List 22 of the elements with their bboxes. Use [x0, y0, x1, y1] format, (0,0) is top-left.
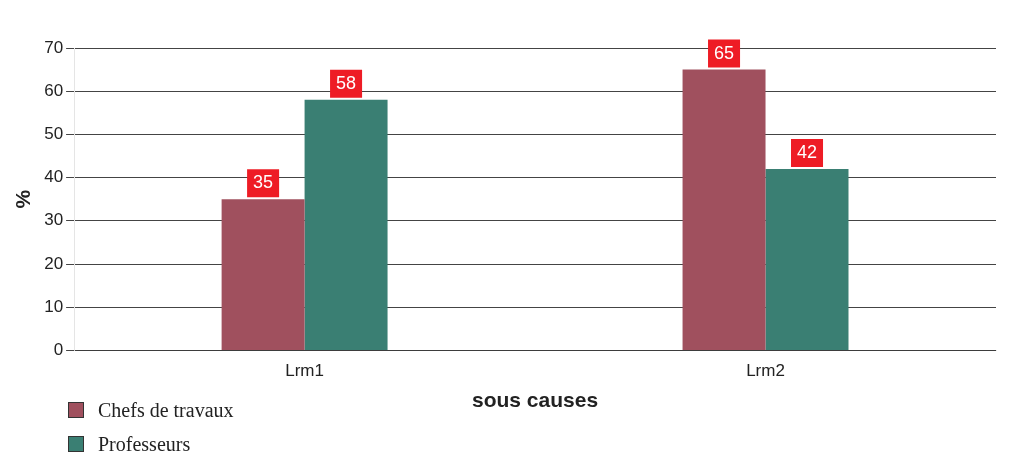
- x-tick-label: Lrm2: [746, 361, 785, 381]
- y-tick-label: 30: [44, 210, 64, 230]
- data-label: 58: [336, 72, 357, 93]
- bar: [765, 168, 849, 350]
- y-tick-label: 50: [44, 124, 64, 144]
- y-tick-label: 70: [44, 37, 64, 57]
- data-label: 35: [253, 172, 274, 193]
- data-label: 65: [714, 42, 735, 63]
- bar: [682, 69, 766, 350]
- y-tick-label: 20: [44, 253, 64, 273]
- data-label: 42: [797, 141, 818, 162]
- y-tick-label: 60: [44, 80, 64, 100]
- y-tick-label: 10: [44, 296, 64, 316]
- bar: [304, 99, 388, 350]
- y-tick-label: 0: [53, 340, 64, 360]
- bar: [221, 199, 305, 350]
- x-tick-label: Lrm1: [285, 361, 324, 381]
- y-axis-title: %: [11, 189, 35, 209]
- legend-label: Chefs de travaux: [98, 398, 234, 422]
- x-axis-title: sous causes: [472, 388, 599, 412]
- y-tick-label: 40: [44, 167, 64, 187]
- legend-label: Professeurs: [98, 432, 191, 456]
